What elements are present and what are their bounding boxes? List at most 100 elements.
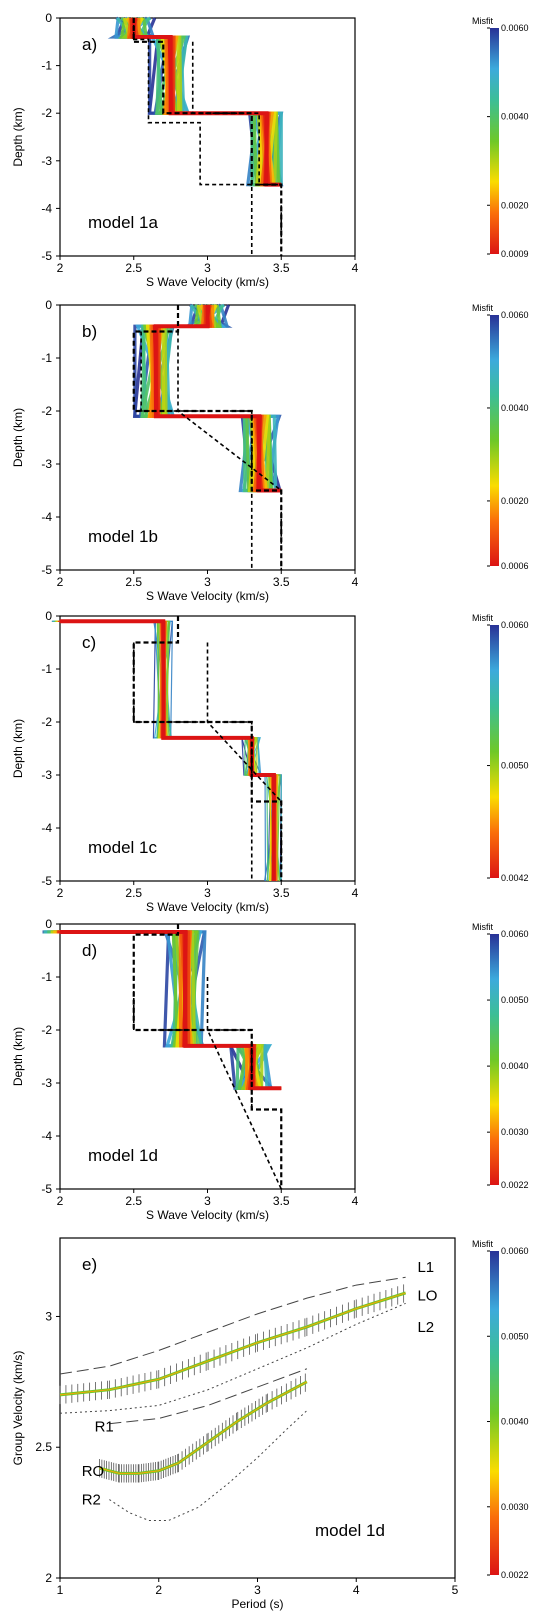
y-tick-label: -4 [41,821,52,835]
x-tick-label: 1 [57,1583,64,1597]
colorbar-tick-label: 0.0040 [501,112,529,122]
curve-label-r1: R1 [95,1418,114,1435]
best-fit-profile [60,929,282,1091]
dispersion-curve-r1 [109,1368,308,1425]
colorbar-title: Misfit [472,303,493,313]
x-tick-label: 3.5 [273,1194,290,1208]
y-tick-label: -1 [41,59,52,73]
colorbar-title: Misfit [472,613,493,623]
chart-panel-0: 2 2.5 3 3.5 4 0 -1 -2 -3 -4 -5 S Wave Velocity (km/… [11,11,529,289]
dispersion-fit-ro [99,1380,308,1475]
y-tick-label: -3 [41,1076,52,1090]
panel-label: a) [82,35,97,54]
x-tick-label: 3 [204,575,211,589]
model-profile [123,17,269,187]
colorbar-title: Misfit [472,1239,493,1249]
y-tick-label: -5 [41,874,52,888]
dispersion-fit-lo [59,1291,407,1397]
x-tick-label: 4 [352,1194,359,1208]
x-tick-label: 3.5 [273,886,290,900]
colorbar-tick-label: 0.0060 [501,929,529,939]
model-profile [52,620,281,882]
x-tick-label: 3 [254,1583,261,1597]
x-tick-label: 2 [57,886,64,900]
colorbar-ramp [490,625,499,878]
y-axis-label: Depth (km) [11,408,25,467]
colorbar-ramp [490,934,499,1185]
dispersion-curve-r2 [109,1410,308,1521]
x-axis-label: S Wave Velocity (km/s) [146,1208,269,1222]
true-model-line [132,18,283,256]
colorbar-tick-label: 0.0060 [501,620,529,630]
x-tick-label: 2.5 [125,886,142,900]
colorbar-tick-label: 0.0009 [501,249,529,259]
y-tick-label: -5 [41,249,52,263]
colorbar-tick-label: 0.0050 [501,761,529,771]
colorbar-tick-label: 0.0050 [501,1331,529,1341]
x-tick-label: 2.5 [125,575,142,589]
y-axis-label: Depth (km) [11,107,25,166]
x-axis-label: S Wave Velocity (km/s) [146,589,269,603]
y-tick-label: -4 [41,201,52,215]
model-label: model 1d [315,1521,385,1540]
panel-label: b) [82,322,97,341]
y-tick-label: -2 [41,1023,52,1037]
x-tick-label: 2.5 [125,1194,142,1208]
bound-right-line [191,41,283,256]
curve-label-lo: LO [417,1288,437,1305]
x-axis-label: S Wave Velocity (km/s) [146,275,269,289]
dispersion-fit-core [99,1381,308,1474]
model-label: model 1b [88,527,158,546]
chart-panel-2: 2 2.5 3 3.5 4 0 -1 -2 -3 -4 -5 S Wave Velocity (km/… [11,609,529,914]
x-tick-label: 2 [57,1194,64,1208]
x-tick-label: 2 [155,1583,162,1597]
x-tick-label: 2.5 [125,261,142,275]
colorbar-tick-label: 0.0020 [501,200,529,210]
colorbar-tick-label: 0.0060 [501,23,529,33]
curve-label-r2: R2 [82,1492,101,1509]
y-tick-label: -3 [41,457,52,471]
x-tick-label: 3 [204,886,211,900]
colorbar-tick-label: 0.0040 [501,1061,529,1071]
y-tick-label: -5 [41,1182,52,1196]
colorbar-tick-label: 0.0030 [501,1127,529,1137]
y-tick-label: 0 [45,917,52,931]
colorbar-tick-label: 0.0022 [501,1570,529,1580]
y-tick-label: -2 [41,715,52,729]
curve-label-l2: L2 [417,1319,434,1336]
colorbar-ramp [490,28,499,254]
x-tick-label: 2 [57,261,64,275]
colorbar-tick-label: 0.0040 [501,1417,529,1427]
colorbar-ramp [490,315,499,566]
panel-label: d) [82,941,97,960]
x-axis-label: Period (s) [231,1597,283,1611]
panel-label: c) [82,633,96,652]
y-tick-label: -1 [41,351,52,365]
colorbar-tick-label: 0.0020 [501,496,529,506]
x-tick-label: 3 [204,1194,211,1208]
y-tick-label: 3 [45,1309,52,1323]
colorbar-ramp [490,1251,499,1575]
y-tick-label: 0 [45,298,52,312]
x-tick-label: 4 [352,261,359,275]
model-label: model 1c [88,838,157,857]
true-model-line [132,305,283,570]
x-tick-label: 3.5 [273,261,290,275]
y-tick-label: -5 [41,563,52,577]
colorbar-tick-label: 0.0060 [501,310,529,320]
colorbar-tick-label: 0.0042 [501,873,529,883]
curve-label-l1: L1 [417,1259,434,1276]
colorbar-tick-label: 0.0040 [501,403,529,413]
y-tick-label: -3 [41,768,52,782]
x-axis-label: S Wave Velocity (km/s) [146,900,269,914]
y-tick-label: -2 [41,404,52,418]
y-tick-label: 0 [45,609,52,623]
y-tick-label: -4 [41,510,52,524]
colorbar-tick-label: 0.0006 [501,561,529,571]
colorbar-tick-label: 0.0022 [501,1180,529,1190]
x-tick-label: 4 [352,575,359,589]
colorbar-title: Misfit [472,922,493,932]
y-tick-label: -1 [41,970,52,984]
